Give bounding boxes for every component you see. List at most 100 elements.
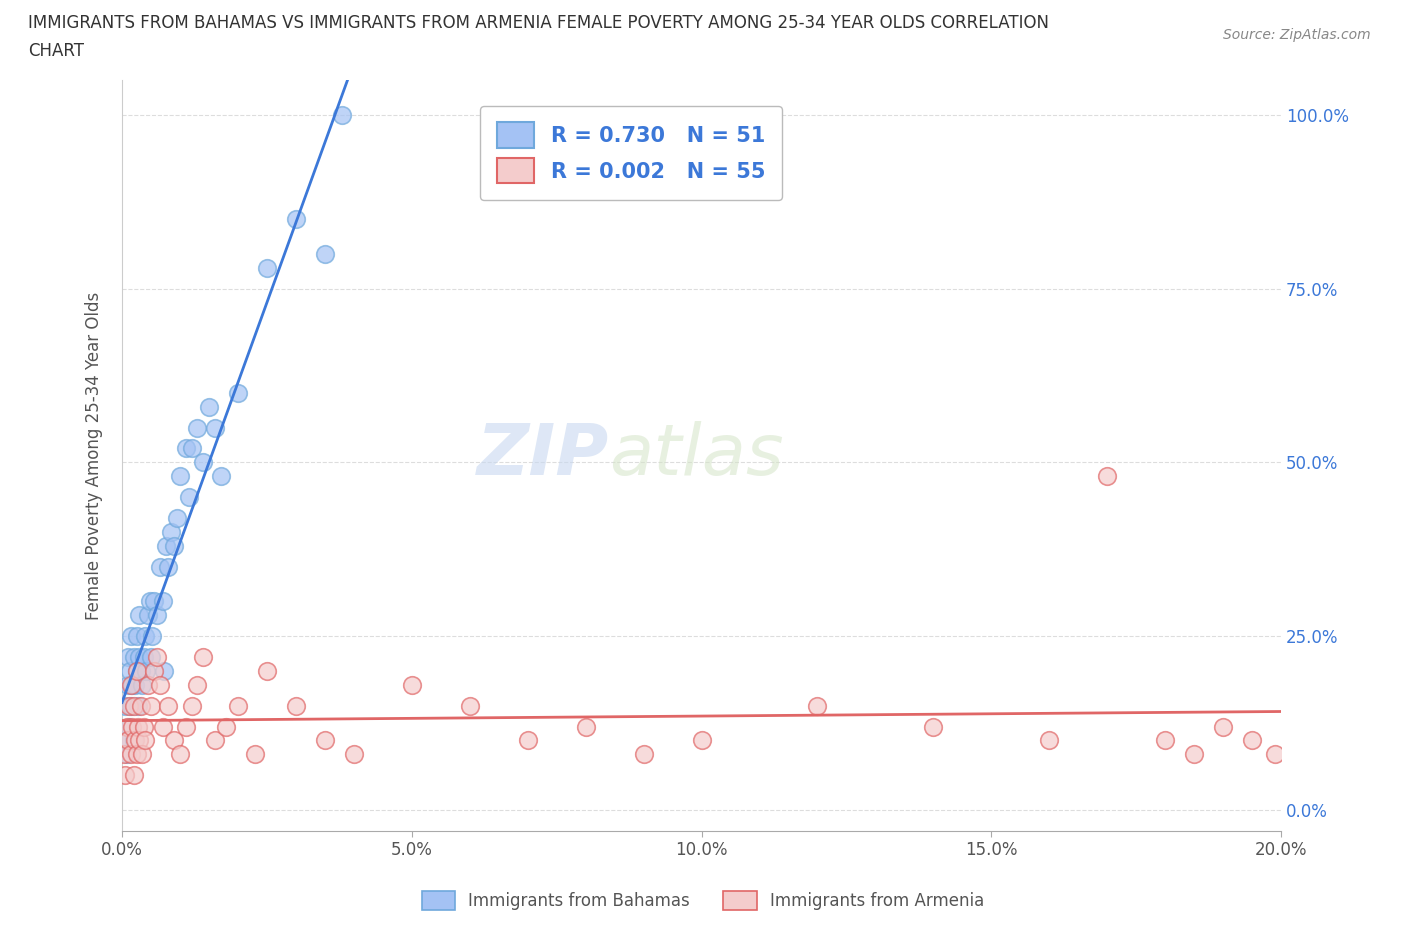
Point <box>152 719 174 734</box>
Point <box>174 719 197 734</box>
Point <box>458 698 481 713</box>
Point <box>198 399 221 414</box>
Point <box>516 733 538 748</box>
Point <box>115 719 138 734</box>
Point <box>169 469 191 484</box>
Text: ZIP: ZIP <box>477 421 609 490</box>
Point <box>127 719 149 734</box>
Point <box>155 538 177 553</box>
Point <box>118 719 141 734</box>
Point <box>129 698 152 713</box>
Text: atlas: atlas <box>609 421 783 490</box>
Point <box>204 733 226 748</box>
Point <box>226 698 249 713</box>
Point <box>131 677 153 692</box>
Point <box>134 733 156 748</box>
Point <box>125 629 148 644</box>
Point <box>125 663 148 678</box>
Legend: R = 0.730   N = 51, R = 0.002   N = 55: R = 0.730 N = 51, R = 0.002 N = 55 <box>479 105 782 200</box>
Point <box>163 538 186 553</box>
Point <box>204 420 226 435</box>
Point <box>128 608 150 623</box>
Point <box>124 733 146 748</box>
Point <box>124 677 146 692</box>
Point <box>136 608 159 623</box>
Point <box>245 747 267 762</box>
Point <box>115 747 138 762</box>
Point <box>142 663 165 678</box>
Point <box>157 698 180 713</box>
Point <box>1154 733 1177 748</box>
Point <box>118 663 141 678</box>
Legend: Immigrants from Bahamas, Immigrants from Armenia: Immigrants from Bahamas, Immigrants from… <box>415 884 991 917</box>
Point <box>128 649 150 664</box>
Point <box>146 649 169 664</box>
Point <box>118 698 141 713</box>
Point <box>314 246 336 261</box>
Point <box>117 677 139 692</box>
Point <box>136 677 159 692</box>
Y-axis label: Female Poverty Among 25-34 Year Olds: Female Poverty Among 25-34 Year Olds <box>86 291 103 619</box>
Point <box>1264 747 1286 762</box>
Point <box>120 747 142 762</box>
Point <box>122 698 145 713</box>
Point <box>117 649 139 664</box>
Point <box>215 719 238 734</box>
Point <box>125 663 148 678</box>
Text: Source: ZipAtlas.com: Source: ZipAtlas.com <box>1223 28 1371 42</box>
Point <box>169 747 191 762</box>
Point <box>112 733 135 748</box>
Point <box>157 559 180 574</box>
Point <box>121 677 143 692</box>
Point <box>193 649 215 664</box>
Point <box>575 719 598 734</box>
Point <box>174 441 197 456</box>
Point <box>132 719 155 734</box>
Point <box>122 649 145 664</box>
Point <box>134 629 156 644</box>
Point <box>193 455 215 470</box>
Point <box>139 698 162 713</box>
Point <box>1095 469 1118 484</box>
Point <box>314 733 336 748</box>
Point <box>112 747 135 762</box>
Point <box>114 768 136 783</box>
Point <box>177 490 200 505</box>
Text: CHART: CHART <box>28 42 84 60</box>
Point <box>122 733 145 748</box>
Point <box>149 559 172 574</box>
Point <box>129 663 152 678</box>
Point <box>127 698 149 713</box>
Point <box>633 747 655 762</box>
Point <box>186 420 208 435</box>
Point <box>152 663 174 678</box>
Point <box>209 469 232 484</box>
Point <box>401 677 423 692</box>
Point <box>180 698 202 713</box>
Point <box>131 747 153 762</box>
Point <box>284 212 307 227</box>
Point <box>1240 733 1263 748</box>
Point <box>163 733 186 748</box>
Point <box>166 511 188 525</box>
Point <box>146 608 169 623</box>
Point <box>120 698 142 713</box>
Point <box>180 441 202 456</box>
Point <box>284 698 307 713</box>
Point <box>256 260 278 275</box>
Point <box>152 594 174 609</box>
Point <box>226 385 249 400</box>
Point <box>120 677 142 692</box>
Text: IMMIGRANTS FROM BAHAMAS VS IMMIGRANTS FROM ARMENIA FEMALE POVERTY AMONG 25-34 YE: IMMIGRANTS FROM BAHAMAS VS IMMIGRANTS FR… <box>28 14 1049 32</box>
Point <box>120 629 142 644</box>
Point <box>186 677 208 692</box>
Point <box>343 747 366 762</box>
Point <box>1212 719 1234 734</box>
Point <box>256 663 278 678</box>
Point <box>135 663 157 678</box>
Point <box>1182 747 1205 762</box>
Point <box>141 629 163 644</box>
Point <box>330 107 353 122</box>
Point <box>160 525 183 539</box>
Point <box>114 698 136 713</box>
